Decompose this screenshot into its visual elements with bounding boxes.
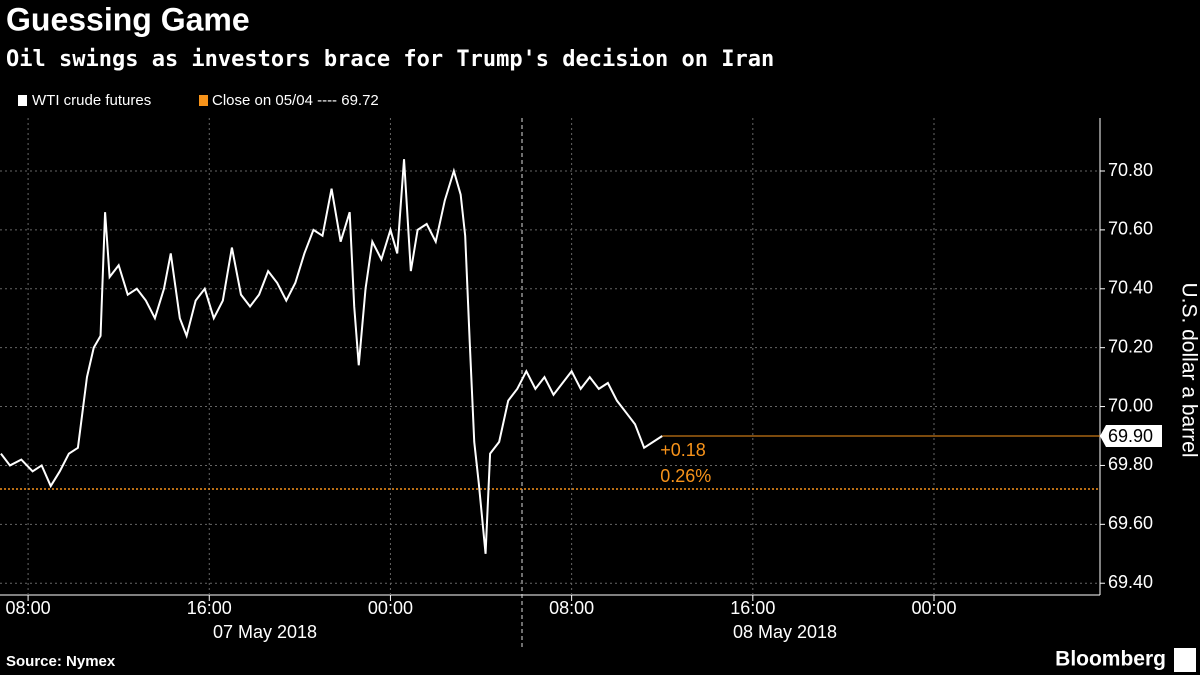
legend-swatch [18,95,27,106]
y-tick-label: 70.00 [1108,395,1153,415]
date-label: 07 May 2018 [213,622,317,642]
change-label: +0.18 [660,440,706,460]
chart-subtitle: Oil swings as investors brace for Trump'… [6,47,774,72]
last-price-label: 69.90 [1108,426,1153,446]
brand: Bloomberg [1055,648,1166,671]
y-tick-label: 70.80 [1108,160,1153,180]
y-tick-label: 69.40 [1108,572,1153,592]
date-label: 08 May 2018 [733,622,837,642]
x-tick-label: 00:00 [368,598,413,618]
y-axis-title: U.S. dollar a barrel [1177,282,1200,457]
y-tick-label: 69.80 [1108,454,1153,474]
x-tick-label: 00:00 [911,598,956,618]
chart-title: Guessing Game [6,1,250,37]
y-tick-label: 70.40 [1108,278,1153,298]
x-tick-label: 08:00 [549,598,594,618]
y-tick-label: 70.20 [1108,336,1153,356]
legend-label: Close on 05/04 ---- 69.72 [212,92,379,109]
last-price-tag [1100,425,1162,447]
y-tick-label: 69.60 [1108,513,1153,533]
price-line [0,159,663,554]
brand-icon [1174,648,1196,672]
x-tick-label: 08:00 [6,598,51,618]
legend-swatch [199,95,208,106]
x-tick-label: 16:00 [187,598,232,618]
x-tick-label: 16:00 [730,598,775,618]
y-tick-label: 70.60 [1108,219,1153,239]
source: Source: Nymex [6,653,116,670]
legend-label: WTI crude futures [32,92,151,109]
change-pct-label: 0.26% [660,466,711,486]
